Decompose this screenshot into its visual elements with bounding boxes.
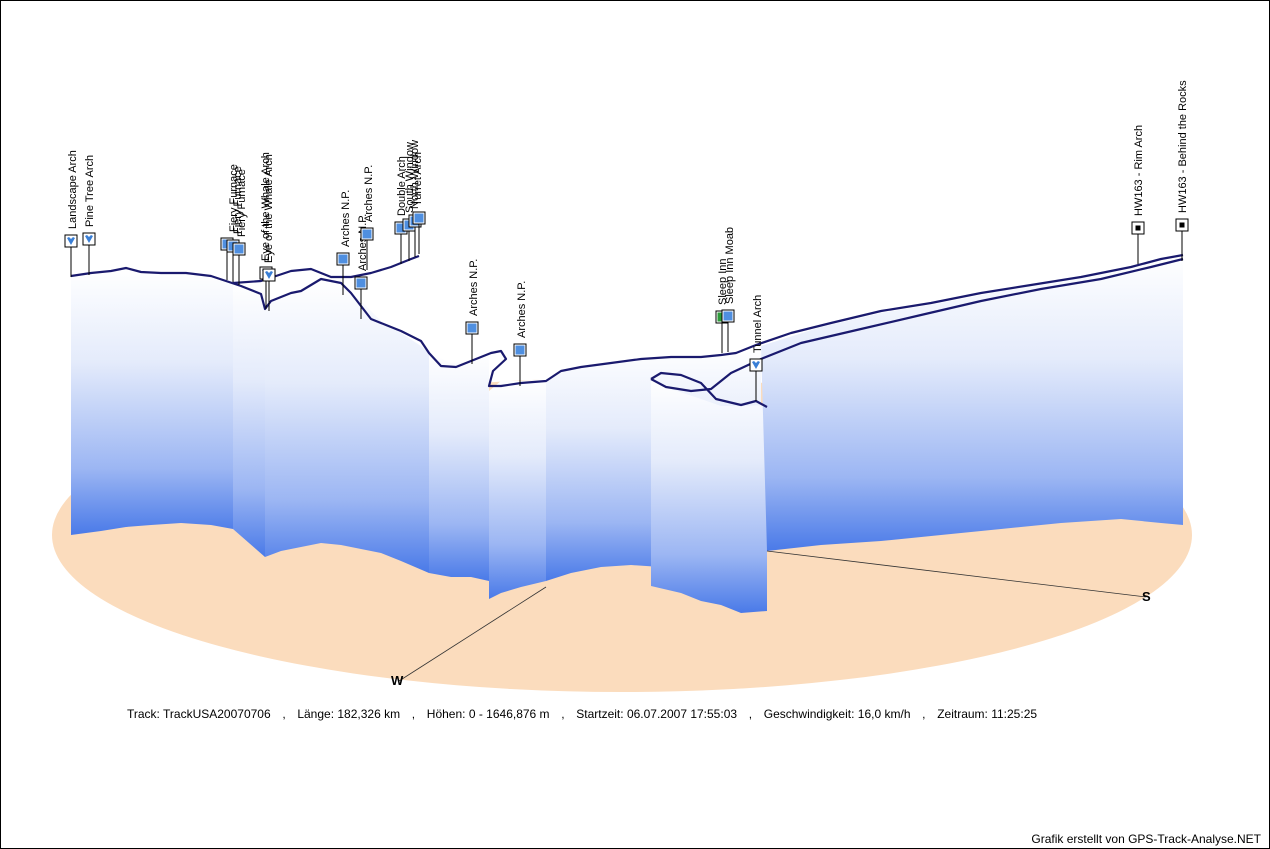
camera-icon	[414, 213, 424, 223]
curtain-segment	[761, 256, 1183, 551]
waypoint-marker: Arches N.P.	[465, 259, 480, 364]
waypoint-marker: HW163 - Rim Arch	[1131, 125, 1145, 264]
curtain-segment	[651, 379, 767, 613]
curtain-segment	[489, 379, 546, 599]
waypoint-label: South Window	[404, 142, 416, 213]
camera-icon	[362, 229, 372, 239]
waypoint-marker: Tunnel Arch	[749, 295, 764, 401]
waypoint-label: Arches N.P.	[468, 259, 480, 316]
separator: ,	[748, 707, 753, 721]
waypoint-label: HW163 - Behind the Rocks	[1177, 80, 1189, 213]
square-icon	[1179, 222, 1185, 228]
elevation-label: Höhen:	[426, 707, 466, 721]
compass-line	[766, 550, 1147, 598]
camera-icon	[396, 223, 406, 233]
waypoint-marker: Pine Tree Arch	[82, 155, 96, 275]
elevation-value: 0 - 1646,876 m	[468, 707, 550, 721]
curtain-segment	[233, 284, 265, 557]
separator: ,	[561, 707, 565, 721]
square-icon	[1135, 225, 1141, 231]
camera-icon	[723, 311, 733, 321]
waypoint-marker: Landscape Arch	[64, 150, 79, 277]
curtain-segment	[71, 269, 233, 535]
waypoint-marker: Eye of the Whale Arch	[262, 154, 276, 311]
track-value: TrackUSA20070706	[163, 707, 271, 721]
waypoint-label: Fiery Furnace	[232, 166, 244, 234]
duration-label: Zeitraum:	[937, 707, 988, 721]
track-label: Track:	[127, 707, 160, 721]
curtain-segment	[429, 353, 489, 581]
waypoint-label: Landscape Arch	[67, 150, 79, 229]
waypoint-label: North Window	[409, 140, 421, 209]
waypoint-label: Sleep Inn	[717, 259, 729, 305]
waypoint-label: Eye of the Whale Arch	[260, 152, 272, 261]
track-line	[650, 371, 768, 408]
track-line	[70, 253, 1184, 388]
camera-icon	[234, 244, 244, 254]
compass-label: W	[391, 673, 404, 688]
waypoint-marker: Arches N.P.	[336, 190, 352, 295]
waypoint-marker: HW163 - Behind the Rocks	[1175, 80, 1189, 261]
heart-icon	[85, 235, 93, 243]
heart-icon	[752, 361, 760, 369]
camera-icon	[338, 254, 348, 264]
compass-label: S	[1142, 589, 1151, 604]
waypoint-marker: Fiery Furnace	[232, 169, 248, 285]
speed-value: 16,0 km/h	[857, 707, 911, 721]
waypoint-label: Pine Tree Arch	[84, 155, 96, 227]
waypoint-label: Eye of the Whale Arch	[263, 154, 275, 263]
heart-icon	[67, 237, 75, 245]
curtain-segment	[265, 281, 429, 573]
start-time-value: 06.07.2007 17:55:03	[626, 707, 738, 721]
start-time-label: Startzeit:	[576, 707, 624, 721]
waypoint-label: Fiery Furnace	[228, 164, 240, 232]
waypoint-label: Turret Arch	[412, 152, 424, 206]
camera-icon	[515, 345, 525, 355]
waypoint-label: Sleep Inn Moab	[724, 227, 736, 304]
waypoint-marker: Arches N.P.	[360, 165, 375, 270]
separator: ,	[411, 707, 416, 721]
separator: ,	[922, 707, 926, 721]
track-summary: Track: TrackUSA20070706 , Länge: 182,326…	[127, 707, 1127, 721]
length-value: 182,326 km	[337, 707, 401, 721]
heart-icon	[265, 271, 273, 279]
waypoint-marker: Sleep Inn Moab	[721, 227, 736, 352]
camera-icon	[356, 278, 366, 288]
length-label: Länge:	[297, 707, 335, 721]
waypoint-label: Double Arch	[396, 156, 408, 216]
track-line	[650, 257, 1184, 393]
speed-label: Geschwindigkeit:	[763, 707, 855, 721]
waypoint-label: HW163 - Rim Arch	[1133, 125, 1145, 216]
camera-icon	[467, 323, 477, 333]
compass-line	[398, 586, 547, 682]
duration-value: 11:25:25	[991, 707, 1038, 721]
waypoint-label: Arches N.P.	[516, 281, 528, 338]
waypoint-marker: Arches N.P.	[513, 281, 528, 386]
waypoint-label: Arches N.P.	[363, 165, 375, 222]
waypoint-label: Tunnel Arch	[752, 295, 764, 353]
credit-text: Grafik erstellt von GPS-Track-Analyse.NE…	[1031, 832, 1261, 846]
waypoint-label: Fiery Furnace	[236, 169, 248, 237]
waypoint-marker: Turret Arch	[412, 152, 426, 254]
separator: ,	[282, 707, 286, 721]
waypoint-label: Arches N.P.	[340, 190, 352, 247]
